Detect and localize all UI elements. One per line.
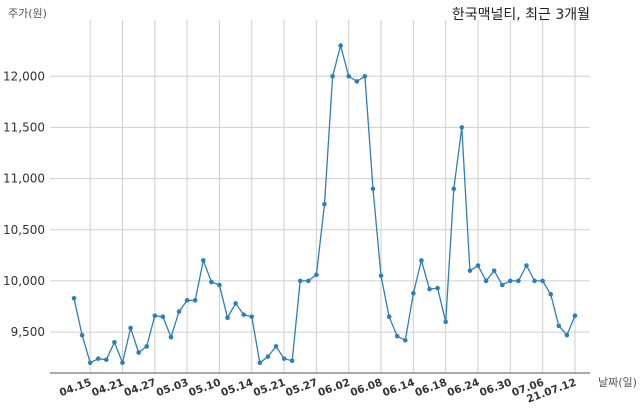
data-point <box>112 340 117 345</box>
data-point <box>394 333 400 339</box>
data-point <box>168 334 174 340</box>
x-tick-label: 06.18 <box>413 377 448 400</box>
data-point <box>459 125 465 130</box>
x-tick-label: 06.30 <box>478 377 513 400</box>
data-point <box>548 291 554 297</box>
data-point <box>378 273 384 279</box>
data-point <box>427 286 432 292</box>
x-tick-label: 06.14 <box>381 377 416 400</box>
data-point <box>354 79 360 84</box>
data-point <box>273 344 279 349</box>
y-tick-label: 10,500 <box>3 223 45 237</box>
data-point <box>281 356 287 361</box>
data-point <box>217 282 222 288</box>
data-point <box>346 73 352 79</box>
data-point <box>491 268 497 273</box>
data-point <box>483 278 489 284</box>
x-tick-label: 04.27 <box>123 377 158 400</box>
data-point <box>95 356 101 361</box>
data-point <box>435 285 440 291</box>
data-point <box>532 278 537 284</box>
price-series-points <box>71 43 578 366</box>
x-tick-label: 05.03 <box>155 377 190 400</box>
data-point <box>524 263 529 268</box>
x-tick-label: 05.21 <box>252 377 287 400</box>
y-axis-title: 주가(원) <box>8 7 47 20</box>
data-point <box>297 278 303 284</box>
y-tick-label: 9,500 <box>11 325 45 339</box>
data-point <box>120 360 125 366</box>
data-point <box>338 43 343 48</box>
data-point <box>516 278 521 284</box>
chart-title: 한국맥널티, 최근 3개월 <box>452 7 590 23</box>
data-point <box>225 315 230 321</box>
y-tick-label: 10,000 <box>3 274 45 288</box>
data-point <box>289 358 295 364</box>
data-point <box>467 268 473 273</box>
x-tick-label: 04.21 <box>90 377 125 400</box>
data-point <box>176 309 182 314</box>
data-point <box>386 314 392 320</box>
y-tick-label: 11,500 <box>3 120 45 134</box>
data-point <box>370 186 376 192</box>
x-tick-label: 06.24 <box>446 377 481 400</box>
data-point <box>233 301 238 306</box>
data-point <box>152 313 158 319</box>
data-point <box>499 282 505 288</box>
data-point <box>411 290 416 296</box>
data-point <box>87 360 93 366</box>
data-point <box>257 360 263 366</box>
data-point <box>79 332 85 338</box>
data-point <box>556 323 562 329</box>
data-point <box>475 263 481 268</box>
x-tick-label: 04.15 <box>58 377 93 400</box>
data-point <box>160 314 166 320</box>
data-point <box>322 201 327 207</box>
data-point <box>402 337 408 343</box>
data-point <box>192 298 198 303</box>
x-tick-label: 06.02 <box>316 377 351 400</box>
data-point <box>564 332 570 338</box>
x-tick-labels: 04.1504.2104.2705.0305.1005.1405.2105.27… <box>58 377 578 406</box>
x-tick-label: 05.27 <box>284 377 319 400</box>
data-point <box>104 357 109 362</box>
data-point <box>419 258 424 263</box>
data-point <box>306 278 311 284</box>
data-point <box>249 314 255 320</box>
chart-grid <box>50 20 590 373</box>
x-axis-title: 날짜(일) <box>598 375 637 389</box>
data-point <box>209 279 214 285</box>
data-point <box>136 350 141 355</box>
data-point <box>184 298 190 303</box>
data-point <box>265 354 271 359</box>
y-tick-labels: 9,500 10,000 10,500 11,000 11,500 12,000 <box>3 69 45 339</box>
data-point <box>572 313 578 319</box>
data-point <box>128 325 133 331</box>
data-point <box>144 344 150 349</box>
data-point <box>314 272 319 278</box>
data-point <box>330 73 335 79</box>
data-point <box>200 258 206 263</box>
data-point <box>362 73 368 79</box>
x-tick-label: 06.08 <box>349 377 384 400</box>
data-point <box>451 186 457 192</box>
data-point <box>241 312 246 317</box>
y-tick-label: 11,000 <box>3 172 45 186</box>
data-point <box>508 278 513 284</box>
y-tick-label: 12,000 <box>3 69 45 83</box>
x-tick-label: 05.10 <box>187 377 222 400</box>
data-point <box>540 278 545 284</box>
data-point <box>443 319 448 325</box>
x-tick-label: 05.14 <box>219 377 254 400</box>
data-point <box>71 296 77 301</box>
